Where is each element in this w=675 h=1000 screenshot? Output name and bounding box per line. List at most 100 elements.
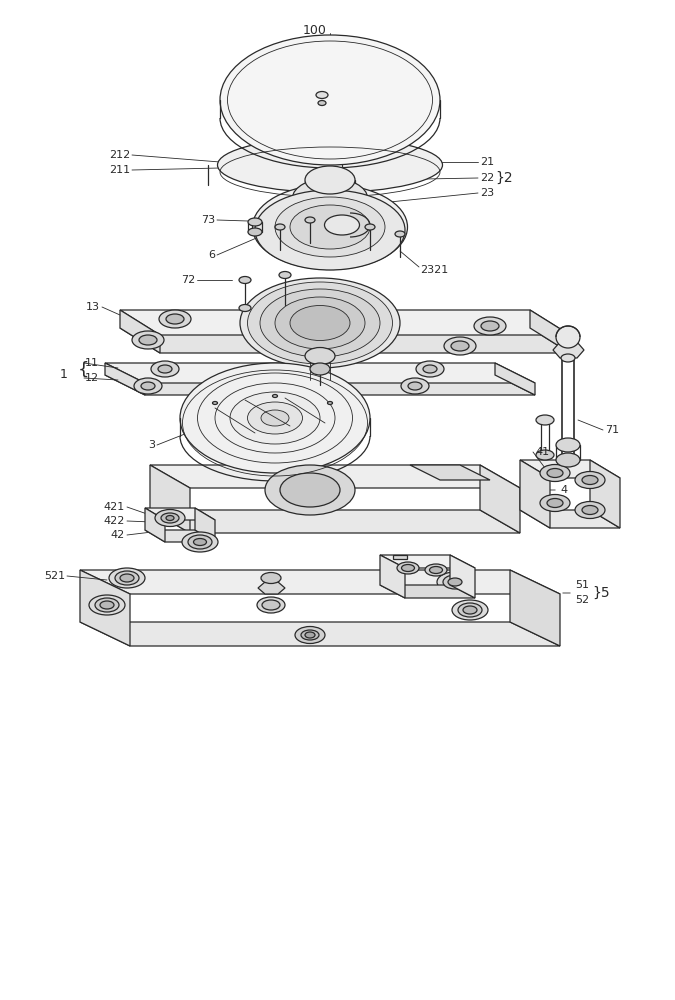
- Ellipse shape: [316, 92, 328, 99]
- Ellipse shape: [547, 498, 563, 508]
- Ellipse shape: [402, 564, 414, 572]
- Ellipse shape: [280, 473, 340, 507]
- Polygon shape: [480, 465, 520, 533]
- Polygon shape: [80, 570, 130, 646]
- Ellipse shape: [536, 415, 554, 425]
- Polygon shape: [145, 508, 165, 542]
- Ellipse shape: [261, 572, 281, 584]
- Text: 51: 51: [575, 580, 589, 590]
- Polygon shape: [520, 510, 620, 528]
- Polygon shape: [195, 508, 215, 542]
- Polygon shape: [105, 375, 535, 395]
- Ellipse shape: [292, 178, 367, 218]
- Ellipse shape: [401, 378, 429, 394]
- Text: 421: 421: [104, 502, 125, 512]
- Text: }5: }5: [592, 586, 610, 600]
- Ellipse shape: [408, 382, 422, 390]
- Text: 100: 100: [303, 23, 327, 36]
- Ellipse shape: [260, 289, 380, 357]
- Ellipse shape: [474, 317, 506, 335]
- Ellipse shape: [89, 595, 125, 615]
- Ellipse shape: [248, 218, 262, 226]
- Ellipse shape: [275, 297, 365, 349]
- Ellipse shape: [556, 453, 580, 467]
- Ellipse shape: [261, 410, 289, 426]
- Ellipse shape: [166, 516, 174, 520]
- Ellipse shape: [458, 603, 482, 617]
- Polygon shape: [450, 555, 475, 598]
- Ellipse shape: [141, 382, 155, 390]
- Polygon shape: [380, 585, 475, 598]
- Ellipse shape: [575, 502, 605, 518]
- Ellipse shape: [481, 321, 499, 331]
- Ellipse shape: [327, 401, 333, 404]
- Ellipse shape: [437, 572, 473, 592]
- Ellipse shape: [120, 574, 134, 582]
- Ellipse shape: [100, 601, 114, 609]
- Ellipse shape: [182, 532, 218, 552]
- Ellipse shape: [115, 571, 139, 585]
- Ellipse shape: [255, 190, 405, 270]
- Ellipse shape: [139, 335, 157, 345]
- Ellipse shape: [582, 506, 598, 514]
- Polygon shape: [258, 582, 285, 594]
- Polygon shape: [105, 363, 535, 383]
- Polygon shape: [105, 363, 145, 395]
- Ellipse shape: [425, 564, 447, 576]
- Ellipse shape: [248, 282, 392, 364]
- Ellipse shape: [556, 326, 580, 348]
- Ellipse shape: [310, 363, 330, 375]
- Ellipse shape: [132, 331, 164, 349]
- Ellipse shape: [540, 494, 570, 512]
- Ellipse shape: [423, 365, 437, 373]
- Ellipse shape: [536, 450, 554, 460]
- Ellipse shape: [305, 348, 335, 364]
- Ellipse shape: [463, 606, 477, 614]
- Ellipse shape: [220, 35, 440, 165]
- Ellipse shape: [318, 101, 326, 105]
- Text: 3: 3: [148, 440, 155, 450]
- Ellipse shape: [161, 513, 179, 523]
- Ellipse shape: [443, 575, 467, 589]
- Ellipse shape: [290, 205, 370, 249]
- Ellipse shape: [155, 510, 185, 526]
- Text: 422: 422: [104, 516, 125, 526]
- Ellipse shape: [295, 626, 325, 644]
- Text: 23: 23: [480, 188, 494, 198]
- Polygon shape: [145, 530, 215, 542]
- Polygon shape: [495, 363, 535, 395]
- Text: 41: 41: [535, 447, 549, 457]
- Ellipse shape: [305, 178, 355, 206]
- Text: 12: 12: [85, 373, 99, 383]
- Ellipse shape: [95, 598, 119, 612]
- Text: 4: 4: [560, 485, 567, 495]
- Polygon shape: [520, 460, 550, 528]
- Ellipse shape: [292, 188, 367, 228]
- Ellipse shape: [273, 394, 277, 397]
- Text: 72: 72: [181, 275, 195, 285]
- Polygon shape: [510, 570, 560, 646]
- Ellipse shape: [301, 630, 319, 640]
- Text: 521: 521: [44, 571, 65, 581]
- Ellipse shape: [395, 231, 405, 237]
- Ellipse shape: [239, 276, 251, 284]
- Ellipse shape: [158, 365, 172, 373]
- Text: 2321: 2321: [420, 265, 448, 275]
- Text: 71: 71: [605, 425, 619, 435]
- Polygon shape: [530, 310, 570, 353]
- Text: 212: 212: [109, 150, 130, 160]
- Polygon shape: [120, 328, 570, 353]
- Ellipse shape: [188, 535, 212, 549]
- Ellipse shape: [305, 217, 315, 223]
- Text: 1: 1: [60, 368, 68, 381]
- Ellipse shape: [262, 600, 280, 610]
- Ellipse shape: [151, 361, 179, 377]
- Polygon shape: [150, 510, 520, 533]
- Polygon shape: [145, 508, 215, 520]
- Text: 73: 73: [201, 215, 215, 225]
- Ellipse shape: [239, 304, 251, 312]
- Ellipse shape: [240, 278, 400, 368]
- Ellipse shape: [275, 224, 285, 230]
- Text: 6: 6: [208, 250, 215, 260]
- Text: 11: 11: [85, 358, 99, 368]
